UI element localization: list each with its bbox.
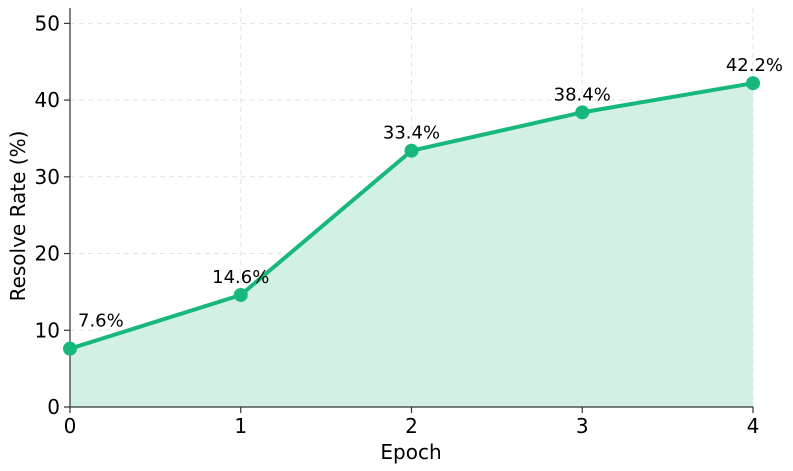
y-tick-label: 20 [35,242,60,266]
y-tick-label: 10 [35,318,60,342]
data-point [233,287,248,302]
data-point [575,105,590,120]
x-tick-label: 3 [576,414,589,438]
data-points [63,76,760,356]
data-label: 7.6% [78,311,124,332]
data-label: 42.2% [726,55,783,76]
x-tick-label: 2 [405,414,418,438]
data-point [404,143,419,158]
x-tick-label: 4 [747,414,760,438]
area-fill [70,83,753,407]
data-label: 14.6% [212,267,269,288]
x-tick-label: 1 [234,414,247,438]
y-tick-label: 0 [47,395,60,419]
x-tick-label: 0 [64,414,77,438]
x-axis-label: Epoch [380,440,441,464]
axes [64,8,754,413]
y-tick-label: 40 [35,88,60,112]
data-point [63,341,77,356]
data-labels: 7.6% 14.6% 33.4% 38.4% 42.2% [78,55,783,331]
tick-labels: 0 10 20 30 40 50 0 1 2 3 4 [35,11,760,438]
data-label: 38.4% [554,84,611,105]
y-tick-label: 50 [35,11,60,35]
y-axis-label: Resolve Rate (%) [6,131,30,302]
y-tick-label: 30 [35,165,60,189]
data-label: 33.4% [383,123,440,144]
data-point [746,76,760,91]
